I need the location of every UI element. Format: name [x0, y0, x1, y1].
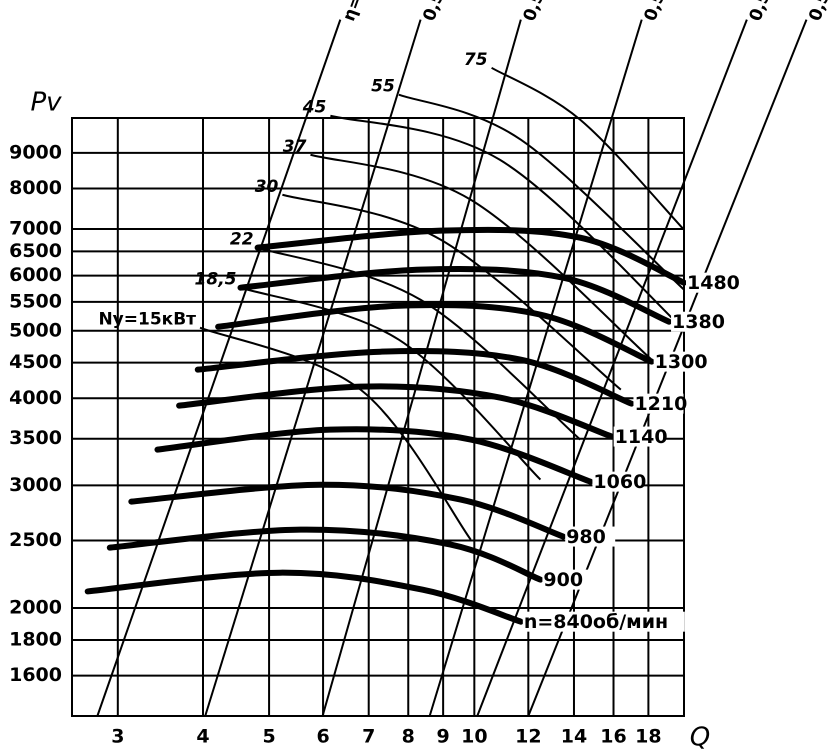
power-label: 55: [371, 77, 395, 97]
power-curve: [257, 246, 581, 441]
efficiency-line: [321, 19, 522, 717]
y-tick-label: 4500: [9, 351, 62, 373]
speed-label-bg: [671, 311, 722, 332]
speed-label-bg: [613, 426, 664, 447]
speed-curve: [176, 383, 615, 440]
y-tick-label: 1600: [9, 664, 62, 686]
power-label: 37: [283, 137, 307, 157]
y-tick-label: 7000: [9, 217, 62, 239]
efficiency-label: 0,55: [520, 0, 553, 24]
speed-curve: [106, 526, 544, 583]
x-tick-label: 10: [461, 726, 487, 748]
y-tick-label: 5500: [9, 290, 62, 312]
speed-label-bg: [633, 393, 684, 414]
plot-frame: [71, 117, 685, 717]
speed-label-bg: [522, 611, 685, 632]
y-tick-label: 8000: [9, 177, 62, 199]
x-tick-label: 9: [437, 726, 450, 748]
power-curve: [240, 286, 542, 481]
speed-label: 1480: [687, 272, 740, 294]
x-tick-label: 5: [262, 726, 275, 748]
power-curve: [330, 114, 685, 331]
speed-curve: [154, 426, 594, 485]
y-tick-label: 4000: [9, 387, 62, 409]
speed-curve: [237, 265, 673, 325]
y-tick-label: 2500: [9, 529, 62, 551]
x-tick-label: 18: [635, 726, 661, 748]
y-tick-label: 6000: [9, 264, 62, 286]
efficiency-line: [476, 19, 748, 717]
power-label: 22: [230, 230, 254, 250]
x-tick-label: 3: [111, 726, 124, 748]
speed-curve: [215, 301, 655, 365]
speed-label-bg: [653, 351, 704, 372]
power-label: 45: [302, 98, 327, 118]
x-tick-label: 7: [362, 726, 375, 748]
efficiency-line: [204, 19, 422, 717]
y-axis-title: Pv: [30, 88, 62, 118]
power-label: 75: [464, 50, 488, 70]
speed-label: 1060: [593, 471, 646, 493]
x-tick-label: 14: [561, 726, 587, 748]
x-tick-label: 8: [402, 726, 415, 748]
power-curve: [398, 93, 685, 291]
y-tick-label: 9000: [9, 141, 62, 163]
power-label: 30: [255, 177, 279, 197]
x-tick-label: 16: [600, 726, 626, 748]
power-curve: [491, 66, 685, 231]
speed-label: 980: [566, 526, 606, 548]
speed-label: 900: [543, 569, 583, 591]
speed-curve: [128, 481, 567, 540]
speed-curve: [194, 348, 635, 407]
power-label: Nу=15кВт: [98, 310, 196, 330]
y-tick-label: 3000: [9, 474, 62, 496]
x-tick-label: 6: [316, 726, 329, 748]
y-tick-label: 1800: [9, 628, 62, 650]
speed-label: 1210: [634, 393, 687, 415]
efficiency-label: 0,58: [641, 0, 674, 24]
power-curve: [310, 153, 653, 361]
x-axis-title: Q: [690, 723, 710, 753]
speed-label-bg: [542, 569, 593, 590]
speed-curve: [84, 569, 524, 625]
y-tick-label: 3500: [9, 427, 62, 449]
efficiency-label: 0,50: [419, 0, 452, 24]
y-tick-label: 5000: [9, 319, 62, 341]
speed-label-bg: [565, 526, 616, 547]
x-tick-label: 4: [196, 726, 209, 748]
efficiency-label: 0,50: [805, 0, 828, 24]
y-tick-label: 6500: [9, 240, 62, 262]
x-tick-label: 12: [515, 726, 541, 748]
efficiency-label: η=0,45: [339, 0, 381, 24]
power-curve: [282, 193, 622, 391]
speed-curve: [254, 226, 687, 286]
speed-label: 1140: [615, 426, 668, 448]
power-label: 18,5: [195, 270, 237, 290]
speed-label-bg: [686, 272, 736, 293]
speed-label: n=840об/мин: [524, 611, 668, 633]
speed-label: 1380: [672, 311, 725, 333]
speed-label-bg: [592, 471, 643, 492]
efficiency-label: 0,55: [746, 0, 779, 24]
y-tick-label: 2000: [9, 597, 62, 619]
speed-label: 1300: [655, 351, 708, 373]
